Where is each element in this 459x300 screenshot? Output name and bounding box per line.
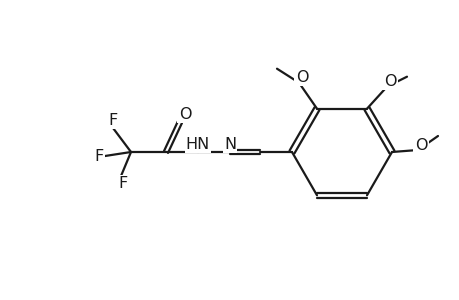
Text: F: F: [108, 112, 118, 128]
Text: O: O: [179, 106, 191, 122]
Text: O: O: [414, 137, 426, 152]
Text: F: F: [94, 148, 103, 164]
Text: HN: HN: [185, 136, 210, 152]
Text: F: F: [118, 176, 127, 191]
Text: O: O: [295, 70, 308, 85]
Text: N: N: [224, 136, 235, 152]
Text: O: O: [383, 74, 395, 89]
